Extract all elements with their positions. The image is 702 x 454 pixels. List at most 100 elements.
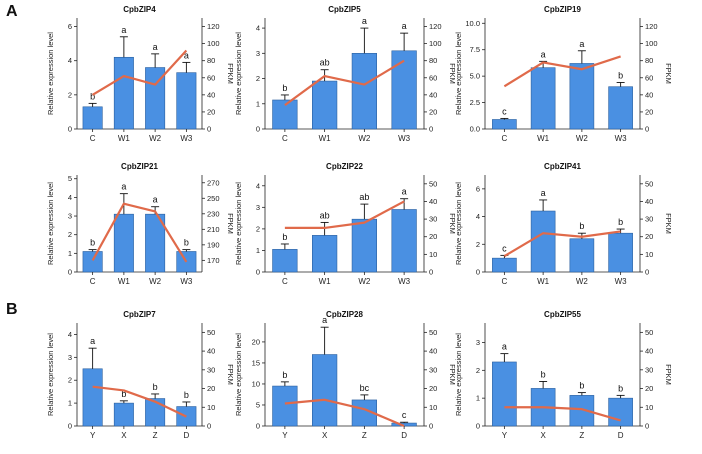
panel-label-b: B xyxy=(6,301,18,318)
bar xyxy=(113,56,134,130)
bar xyxy=(492,361,517,427)
y2-tick-label: 40 xyxy=(207,90,215,99)
significance-letter: a xyxy=(362,16,367,26)
y2-axis-label: FPKM xyxy=(448,364,457,385)
x-tick-label: Y xyxy=(90,431,96,440)
significance-letter: ab xyxy=(320,58,330,68)
fpkm-line xyxy=(504,406,621,422)
significance-letter: b xyxy=(90,238,95,248)
bar xyxy=(113,402,134,427)
significance-letter: a xyxy=(541,49,546,59)
y2-tick-label: 40 xyxy=(429,347,437,356)
y2-tick-label: 20 xyxy=(207,384,215,393)
y-axis-label: Relative expression level xyxy=(46,182,55,265)
significance-letter: b xyxy=(184,390,189,400)
fpkm-line xyxy=(284,200,405,230)
y-tick-label: 2 xyxy=(68,376,72,385)
y-tick-label: 0 xyxy=(476,422,480,431)
chart-cpbzip41: CpbZIP41 0 2 4 6 0 10 20 30 40 50 Relative expressi… xyxy=(454,162,673,286)
fpkm-line xyxy=(284,398,405,428)
y2-tick-label: 20 xyxy=(645,232,653,241)
y2-axis-label: FPKM xyxy=(448,63,457,84)
y2-tick-label: 80 xyxy=(429,56,437,65)
y2-tick-label: 20 xyxy=(429,384,437,393)
bar xyxy=(608,232,633,273)
y-tick-label: 10 xyxy=(252,379,260,388)
y-tick-label: 10.0 xyxy=(465,19,480,28)
fpkm-line xyxy=(284,59,405,106)
bar xyxy=(391,209,417,273)
x-tick-label: W1 xyxy=(319,134,332,143)
y-tick-label: 0 xyxy=(256,422,260,431)
x-tick-label: D xyxy=(618,431,624,440)
y-tick-label: 3 xyxy=(256,49,260,58)
y-tick-label: 15 xyxy=(252,358,260,367)
fpkm-line xyxy=(92,385,187,418)
chart-title: CpbZIP7 xyxy=(123,310,156,319)
y-tick-label: 4 xyxy=(256,181,260,190)
x-tick-label: W2 xyxy=(358,277,371,286)
y-tick-label: 0 xyxy=(68,268,72,277)
chart-title: CpbZIP22 xyxy=(326,162,363,171)
x-tick-label: D xyxy=(401,431,407,440)
y2-tick-label: 40 xyxy=(645,197,653,206)
significance-letter: b xyxy=(282,232,287,242)
y-tick-label: 2 xyxy=(476,240,480,249)
significance-letter: b xyxy=(121,389,126,399)
significance-letter: ab xyxy=(359,192,369,202)
significance-letter: a xyxy=(402,21,407,31)
y-tick-label: 0.0 xyxy=(470,125,480,134)
y2-axis-label: FPKM xyxy=(226,213,235,234)
bar xyxy=(82,251,103,273)
y2-tick-label: 120 xyxy=(207,22,220,31)
y2-axis-label: FPKM xyxy=(226,364,235,385)
y2-tick-label: 120 xyxy=(645,22,658,31)
y-tick-label: 0 xyxy=(476,268,480,277)
significance-letter: b xyxy=(618,217,623,227)
y2-tick-label: 20 xyxy=(207,107,215,116)
chart-cpbzip28: CpbZIP28 0 5 10 15 20 0 10 20 30 40 50 Relative expr… xyxy=(234,310,457,440)
y2-tick-label: 60 xyxy=(429,73,437,82)
x-tick-label: W3 xyxy=(180,134,193,143)
y2-tick-label: 50 xyxy=(645,179,653,188)
bar xyxy=(312,80,338,130)
y-tick-label: 2.5 xyxy=(470,98,480,107)
x-tick-label: C xyxy=(282,277,288,286)
fpkm-line xyxy=(92,49,188,96)
bar xyxy=(351,53,377,130)
y2-tick-label: 50 xyxy=(207,328,215,337)
y-tick-label: 6 xyxy=(68,22,72,31)
y-tick-label: 7.5 xyxy=(470,45,480,54)
y-tick-label: 4 xyxy=(68,330,72,339)
chart-title: CpbZIP21 xyxy=(121,162,158,171)
fpkm-line xyxy=(503,55,621,88)
x-tick-label: W1 xyxy=(537,277,550,286)
chart-title: CpbZIP41 xyxy=(544,162,581,171)
bar xyxy=(351,218,377,273)
significance-letter: b xyxy=(541,369,546,379)
y2-axis-label: FPKM xyxy=(448,213,457,234)
chart-title: CpbZIP19 xyxy=(544,5,581,14)
y-tick-label: 5 xyxy=(256,400,260,409)
significance-letter: b xyxy=(282,370,287,380)
x-tick-label: W3 xyxy=(398,277,411,286)
bar xyxy=(82,106,103,130)
y2-tick-label: 20 xyxy=(429,107,437,116)
significance-letter: a xyxy=(184,50,189,60)
y-tick-label: 3 xyxy=(68,353,72,362)
y2-tick-label: 0 xyxy=(429,268,433,277)
y-tick-label: 2 xyxy=(476,366,480,375)
bar xyxy=(113,213,134,273)
y-tick-label: 3 xyxy=(68,212,72,221)
x-tick-label: W2 xyxy=(149,134,162,143)
bar xyxy=(82,368,103,427)
x-tick-label: C xyxy=(90,277,96,286)
x-tick-label: X xyxy=(121,431,127,440)
significance-letter: a xyxy=(502,342,507,352)
y-tick-label: 1 xyxy=(68,249,72,258)
significance-letter: a xyxy=(121,182,126,192)
y2-tick-label: 30 xyxy=(645,365,653,374)
